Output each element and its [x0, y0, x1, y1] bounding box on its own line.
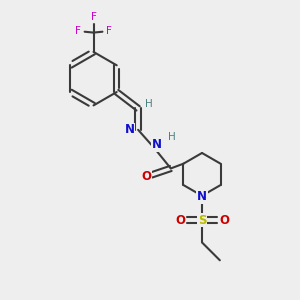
- Text: S: S: [198, 214, 206, 226]
- Text: N: N: [197, 190, 207, 203]
- Text: N: N: [125, 123, 135, 136]
- Text: H: H: [145, 99, 152, 109]
- Text: H: H: [168, 132, 176, 142]
- Text: F: F: [91, 12, 97, 22]
- Text: F: F: [106, 26, 112, 36]
- Text: F: F: [75, 26, 81, 36]
- Text: N: N: [152, 138, 162, 151]
- Text: O: O: [219, 214, 229, 226]
- Text: O: O: [141, 170, 151, 183]
- Text: O: O: [175, 214, 185, 226]
